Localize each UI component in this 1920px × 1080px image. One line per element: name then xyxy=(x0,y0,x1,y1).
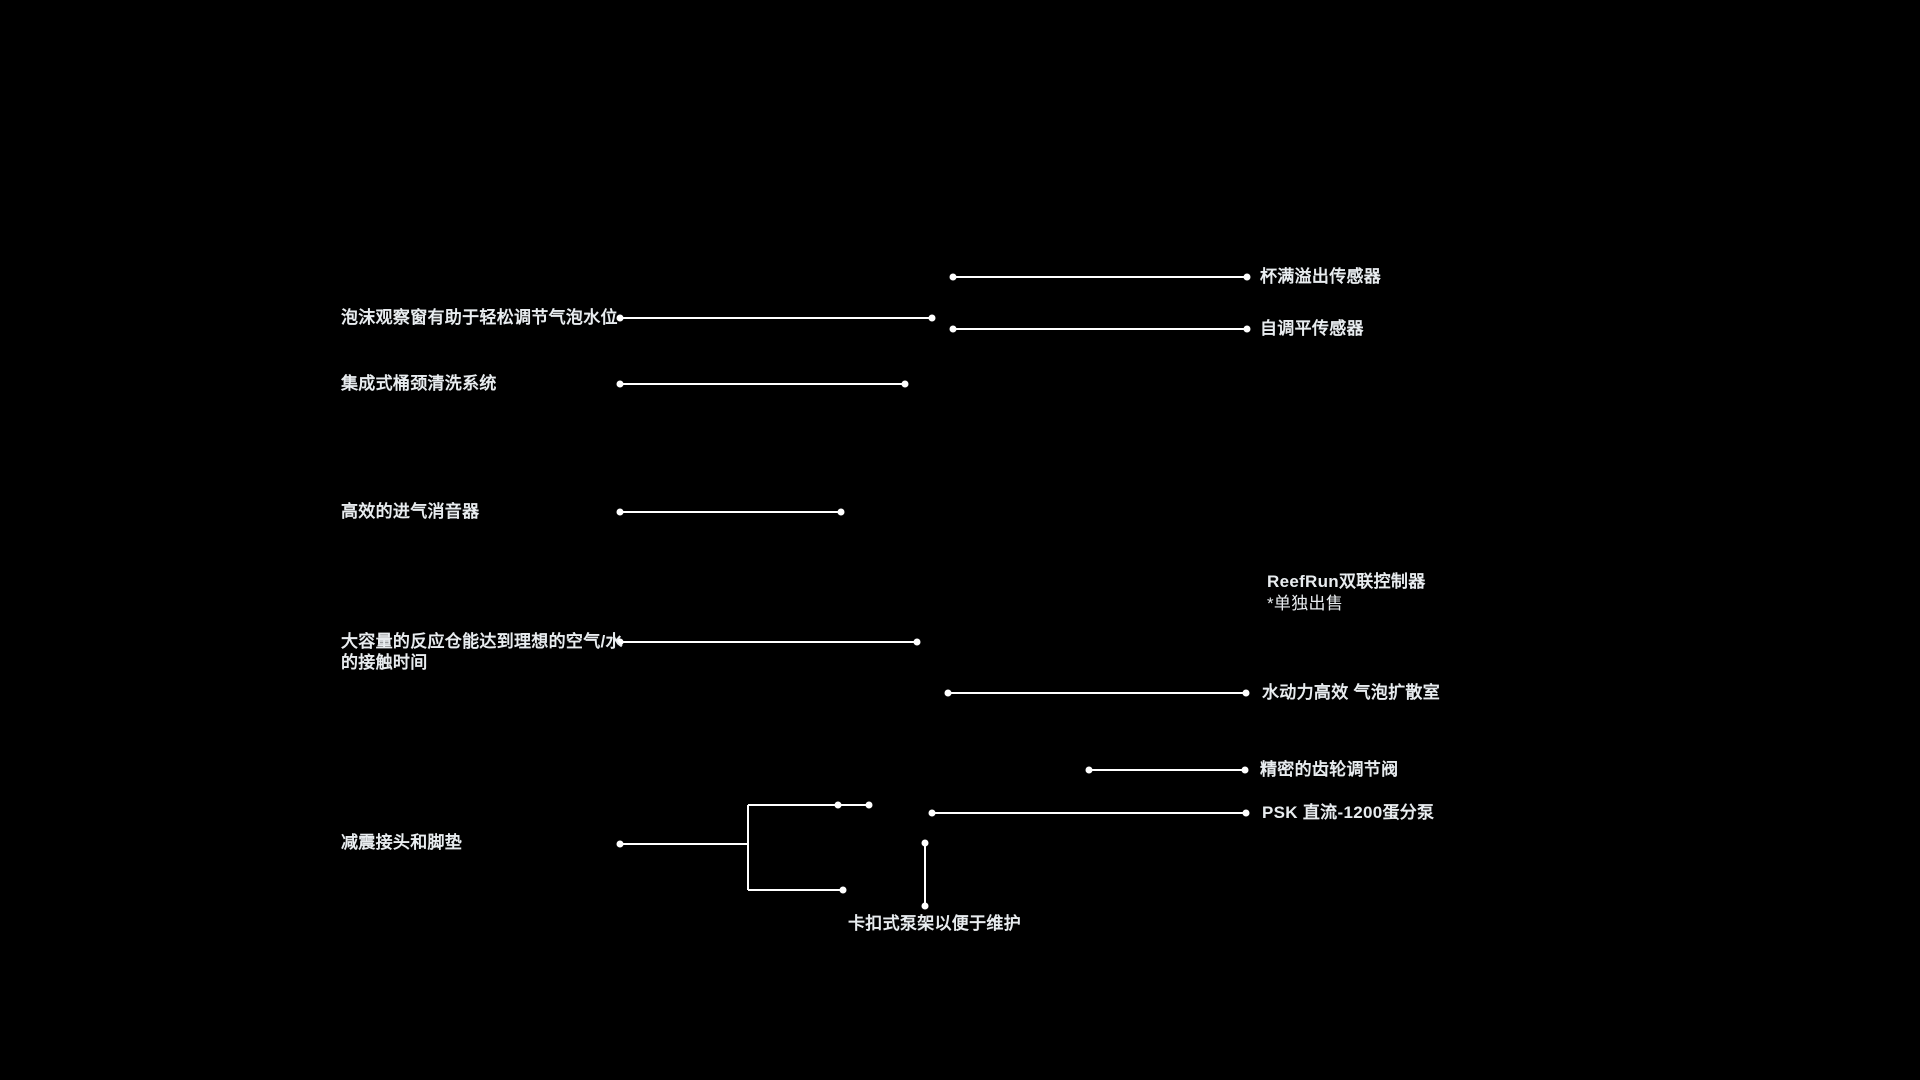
callout-dot xyxy=(928,809,936,817)
callout-dot xyxy=(616,508,624,516)
label-sold-separately: *单独出售 xyxy=(1267,594,1344,613)
callout-dot xyxy=(913,638,921,646)
callout-line-self-leveling-sensor xyxy=(949,325,1251,333)
callout-dot xyxy=(839,886,847,894)
callout-line-foam-window xyxy=(616,314,936,322)
callout-line-gear-valve xyxy=(1085,766,1249,774)
label-reaction-chamber-line1: 大容量的反应仓能达到理想的空气/水 xyxy=(341,632,623,651)
callout-dot xyxy=(901,380,909,388)
callout-dot xyxy=(921,902,929,910)
callout-line-reaction-chamber xyxy=(616,638,921,646)
callout-line-neck-cleaning xyxy=(616,380,909,388)
callout-dot xyxy=(928,314,936,322)
label-reefrun-controller: ReefRun双联控制器 xyxy=(1267,572,1426,591)
label-air-silencer: 高效的进气消音器 xyxy=(341,502,480,521)
callout-dot xyxy=(1242,689,1250,697)
label-pump-bracket: 卡扣式泵架以便于维护 xyxy=(848,914,1021,933)
callout-dot xyxy=(949,273,957,281)
callout-dot xyxy=(949,325,957,333)
callout-dot xyxy=(837,508,845,516)
callout-line-cup-overflow-sensor xyxy=(949,273,1251,281)
callout-dot xyxy=(616,380,624,388)
label-self-leveling-sensor: 自调平传感器 xyxy=(1260,319,1364,338)
callout-line-pump-bracket xyxy=(921,839,929,910)
callout-dot xyxy=(834,801,842,809)
label-neck-cleaning: 集成式桶颈清洗系统 xyxy=(341,374,497,393)
callout-dot xyxy=(944,689,952,697)
callout-dot xyxy=(1242,809,1250,817)
label-foam-window: 泡沫观察窗有助于轻松调节气泡水位 xyxy=(341,308,618,327)
callout-dot xyxy=(1243,325,1251,333)
label-bubble-diffusion: 水动力高效 气泡扩散室 xyxy=(1262,683,1441,702)
label-shock-absorber: 减震接头和脚垫 xyxy=(341,833,463,852)
label-gear-valve: 精密的齿轮调节阀 xyxy=(1260,760,1399,779)
label-reaction-chamber-line2: 的接触时间 xyxy=(341,653,428,672)
callout-line-shock-absorber xyxy=(616,801,873,894)
label-cup-overflow-sensor: 杯满溢出传感器 xyxy=(1260,267,1382,286)
label-psk-pump: PSK 直流-1200蛋分泵 xyxy=(1262,803,1435,822)
callout-dot xyxy=(1241,766,1249,774)
callout-line-air-silencer xyxy=(616,508,845,516)
callout-line-psk-pump xyxy=(928,809,1250,817)
callout-dot xyxy=(1243,273,1251,281)
callout-dot xyxy=(865,801,873,809)
callout-dot xyxy=(1085,766,1093,774)
callout-dot xyxy=(616,840,624,848)
callout-line-bubble-diffusion xyxy=(944,689,1250,697)
callout-dot xyxy=(921,839,929,847)
